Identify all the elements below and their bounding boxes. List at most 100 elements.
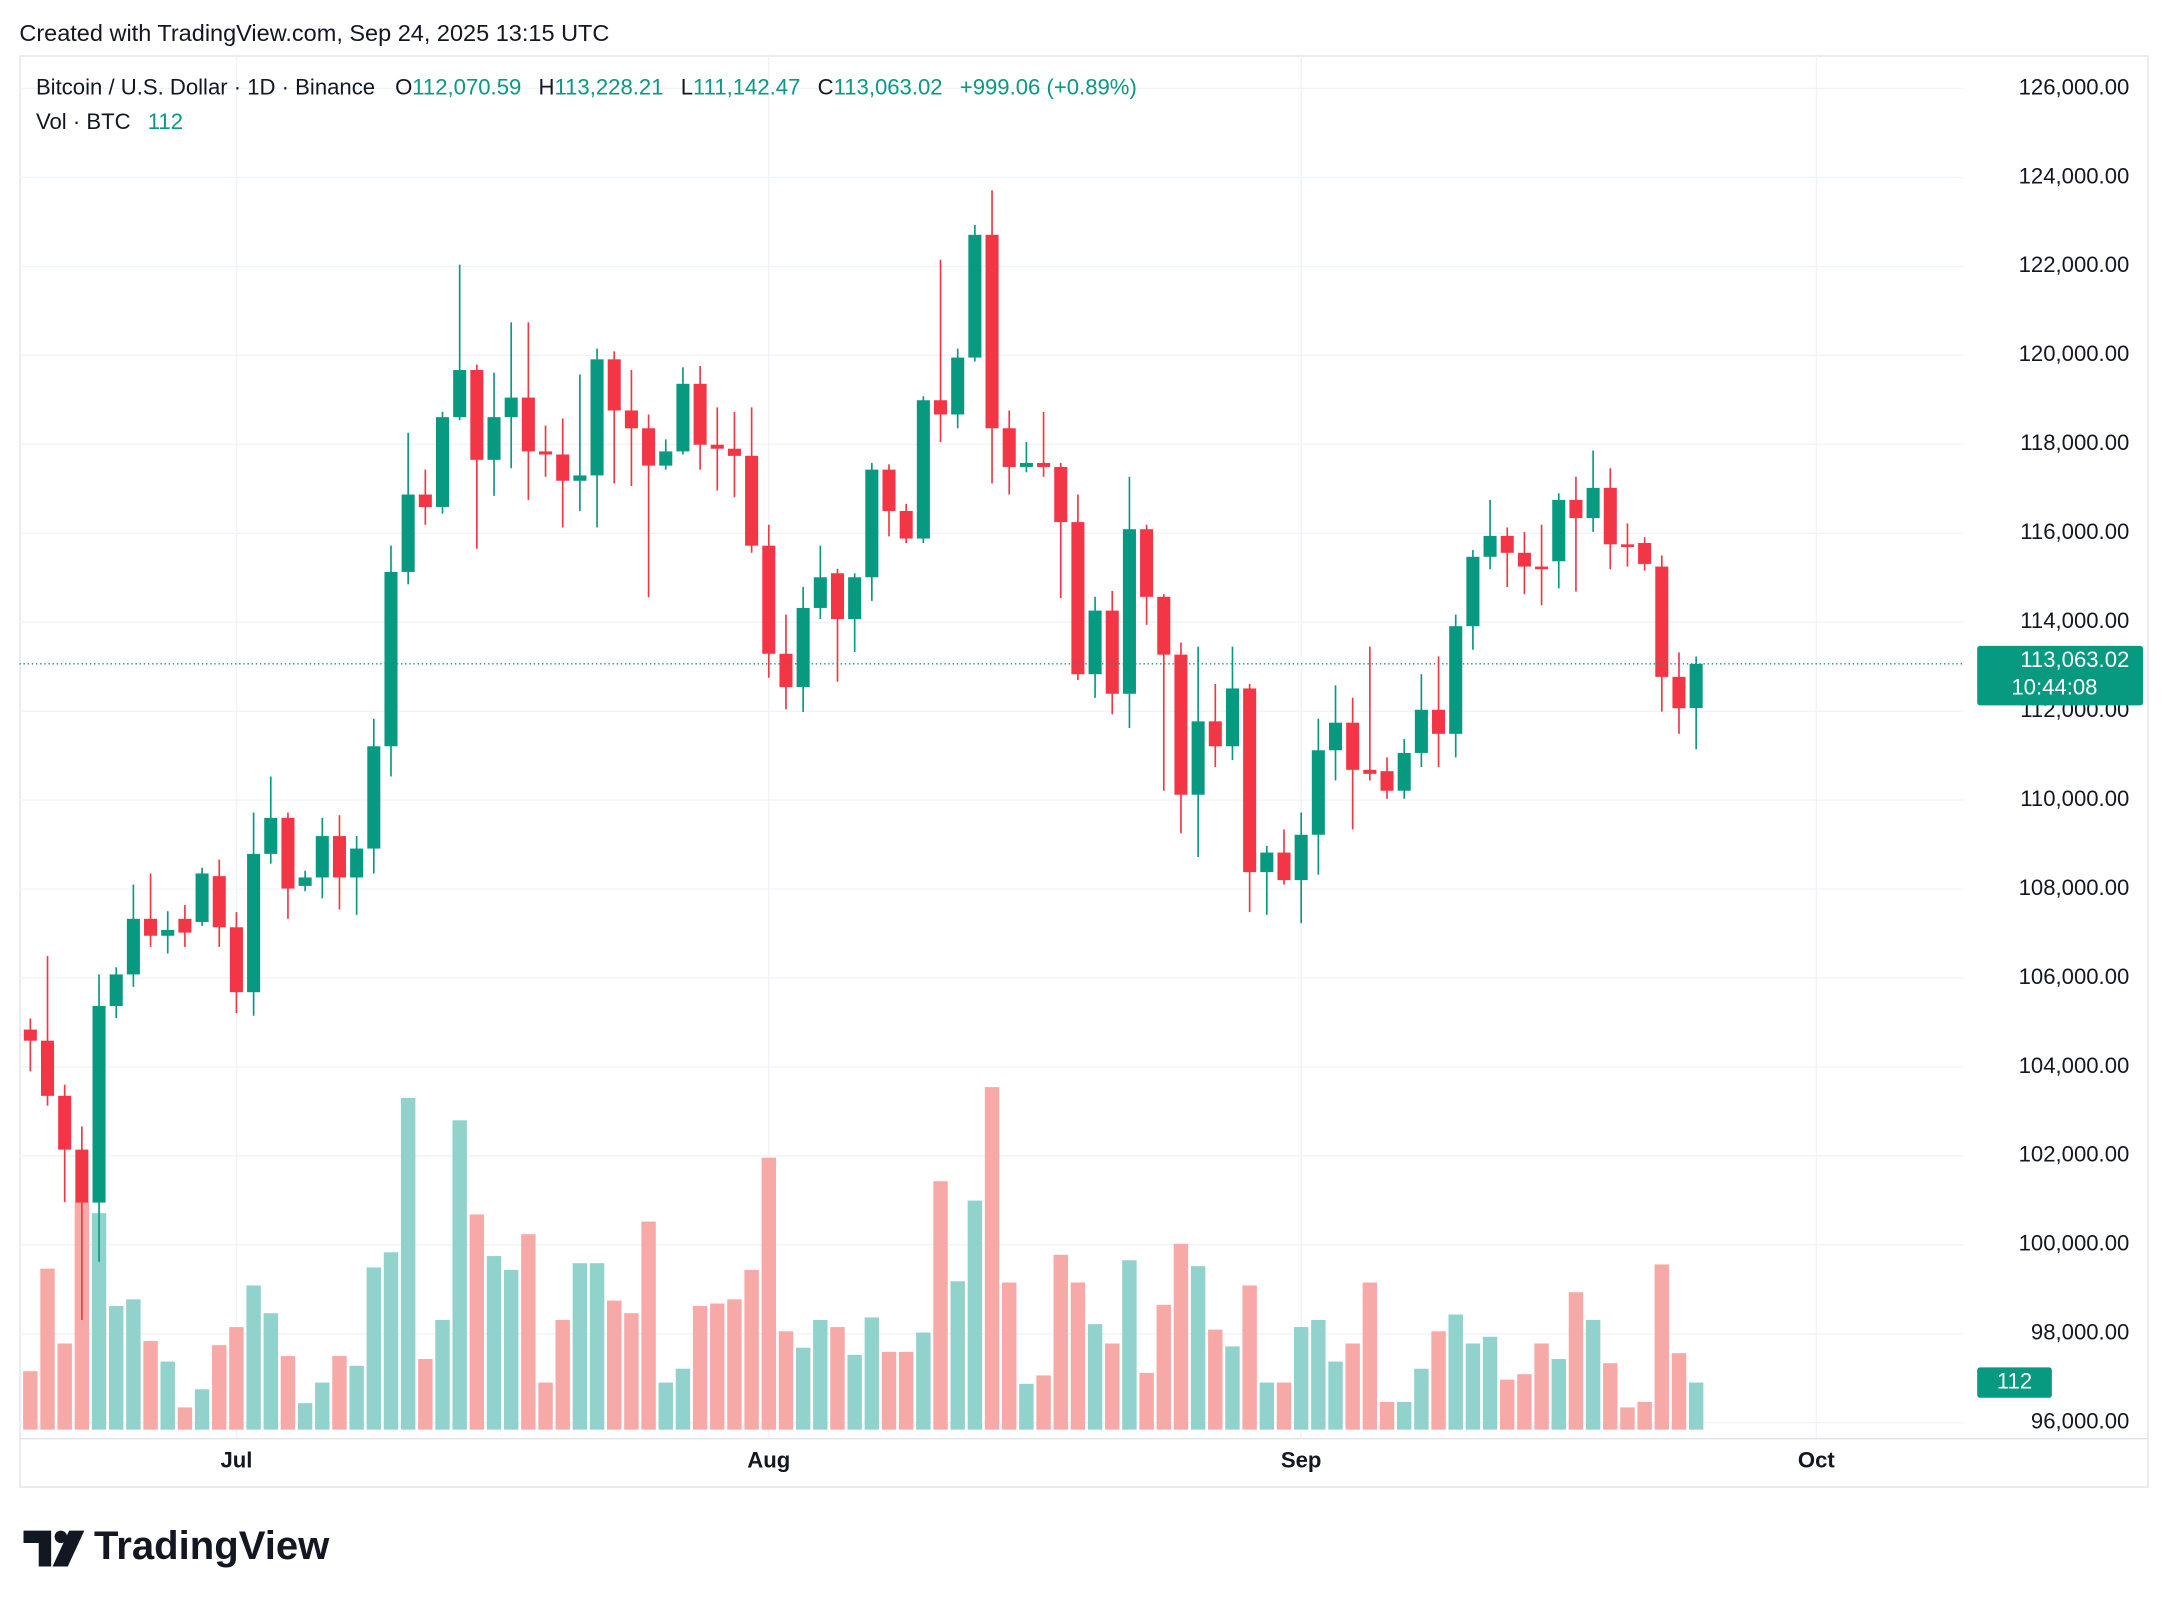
volume-bar <box>126 1299 141 1430</box>
candle-body <box>1586 487 1600 519</box>
ohlc-key: O <box>395 74 412 99</box>
candle-body <box>23 1029 37 1041</box>
candle-body <box>212 876 226 928</box>
volume-bar <box>349 1365 364 1430</box>
volume-bar <box>933 1181 948 1430</box>
volume-bar <box>1276 1382 1292 1430</box>
volume-bar <box>1053 1254 1068 1430</box>
y-tick-label: 122,000.00 <box>2019 252 2130 277</box>
volume-bar <box>160 1361 175 1430</box>
volume-bar <box>727 1299 742 1430</box>
volume-bar <box>761 1157 777 1430</box>
volume-bar <box>1688 1382 1704 1430</box>
candle-body <box>659 451 673 466</box>
candle-body <box>1243 688 1257 873</box>
volume-bar <box>1293 1327 1309 1430</box>
volume-bar <box>830 1327 845 1430</box>
candle-body <box>264 817 278 854</box>
volume-bar <box>1036 1375 1051 1430</box>
candle-body <box>1380 771 1394 791</box>
candle-body <box>350 848 364 878</box>
candle-body <box>521 397 535 452</box>
candle-body <box>1432 709 1446 734</box>
volume-bar <box>297 1403 313 1430</box>
volume-bar <box>1414 1368 1429 1430</box>
volume-badge <box>1977 1367 2052 1398</box>
volume-bar <box>572 1263 588 1430</box>
y-tick-label: 102,000.00 <box>2019 1142 2130 1167</box>
volume-bar <box>675 1368 691 1430</box>
volume-bar <box>1534 1343 1549 1430</box>
x-tick-label: Oct <box>1798 1447 1835 1472</box>
candle-body <box>1363 769 1377 774</box>
candle-body <box>1500 535 1514 553</box>
volume-bar <box>538 1382 553 1430</box>
candle-body <box>1294 834 1308 881</box>
candle-body <box>1397 752 1411 791</box>
volume-bar <box>212 1345 227 1430</box>
candle-body <box>1672 676 1686 709</box>
volume-bar <box>1637 1401 1652 1430</box>
candle-body <box>1088 610 1102 675</box>
candle-body <box>607 359 621 411</box>
candle-body <box>624 410 638 429</box>
candle-body <box>161 929 175 936</box>
volume-bar <box>658 1382 673 1430</box>
created-caption: Created with TradingView.com, Sep 24, 20… <box>19 20 609 46</box>
candle-body <box>1191 721 1205 795</box>
x-tick-label: Sep <box>1281 1447 1322 1472</box>
volume-bar <box>1568 1292 1584 1430</box>
candle-body <box>109 974 123 1006</box>
volume-bar <box>881 1351 897 1430</box>
candle-body <box>951 357 965 415</box>
candle-body <box>1260 852 1274 873</box>
candle-body <box>710 444 724 449</box>
volume-bar <box>435 1319 450 1430</box>
volume-bar <box>864 1317 880 1430</box>
y-tick-label: 98,000.00 <box>2031 1320 2129 1345</box>
last-price-label: 113,063.02 <box>2020 647 2129 672</box>
volume-bar <box>1362 1282 1378 1430</box>
candle-body <box>453 370 467 418</box>
volume-bar <box>40 1268 55 1430</box>
volume-bar <box>1482 1336 1498 1430</box>
candle-body <box>1517 552 1531 567</box>
candle-body <box>1552 499 1566 562</box>
ohlc-value: 113,228.21 <box>554 74 663 99</box>
candle-body <box>573 475 587 481</box>
candle-body <box>830 573 845 620</box>
volume-bar <box>1465 1343 1481 1430</box>
volume-bar <box>1671 1353 1687 1430</box>
logo-text: TradingView <box>94 1524 330 1568</box>
volume-bar <box>57 1343 72 1430</box>
volume-bar <box>1190 1266 1206 1430</box>
volume-bar <box>280 1356 296 1430</box>
y-tick-label: 106,000.00 <box>2019 964 2130 989</box>
ohlc-key: C <box>818 74 834 99</box>
ohlc-value: 111,142.47 <box>693 74 800 99</box>
volume-bar <box>503 1269 519 1430</box>
volume-bar <box>1585 1319 1601 1430</box>
volume-bar <box>315 1382 330 1430</box>
volume-bar <box>1551 1359 1566 1430</box>
volume-bar <box>898 1351 914 1430</box>
candle-body <box>401 494 415 572</box>
candle-body <box>1603 487 1617 545</box>
candle-body <box>1483 535 1497 557</box>
volume-bar <box>1654 1264 1670 1430</box>
logo-icon <box>54 1530 68 1544</box>
volume-bar <box>1087 1324 1103 1430</box>
candle-body <box>590 359 604 476</box>
candle-body <box>1414 709 1428 753</box>
candle-body <box>1328 722 1343 751</box>
candle-body <box>865 469 879 578</box>
candle-body <box>934 400 948 415</box>
volume-bar <box>143 1340 158 1430</box>
candle-body <box>676 383 690 452</box>
volume-bar <box>1122 1260 1137 1430</box>
candle-body <box>1174 654 1188 795</box>
change: +999.06 (+0.89%) <box>960 74 1137 99</box>
y-tick-label: 100,000.00 <box>2019 1231 2130 1256</box>
candle-body <box>1054 466 1068 523</box>
